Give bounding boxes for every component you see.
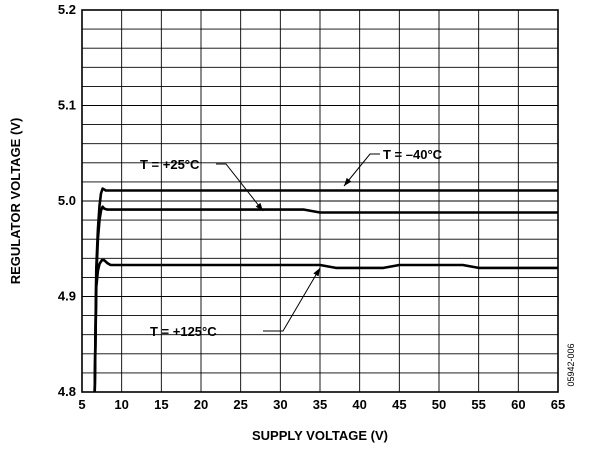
x-tick-label: 30	[273, 397, 287, 412]
x-tick-label: 50	[432, 397, 446, 412]
x-tick-label: 25	[233, 397, 247, 412]
y-tick-label: 4.9	[58, 289, 76, 304]
annotation-t-plus25c-arrowhead	[255, 202, 263, 211]
x-tick-label: 60	[511, 397, 525, 412]
annotation-t-minus40c-label: T = –40°C	[383, 147, 443, 162]
series-line-plus125c	[93, 258, 558, 393]
annotations: T = –40°C T = +25°C T = +125°C	[140, 147, 443, 339]
x-tick-label: 35	[313, 397, 327, 412]
x-tick-label: 55	[471, 397, 485, 412]
y-tick-label: 5.0	[58, 193, 76, 208]
y-tick-labels: 4.8 4.9 5.0 5.1 5.2	[58, 2, 76, 399]
y-tick-label: 5.2	[58, 2, 76, 17]
y-axis-title: REGULATOR VOLTAGE (V)	[8, 118, 23, 285]
annotation-t-plus125c-label: T = +125°C	[150, 324, 217, 339]
x-tick-label: 15	[154, 397, 168, 412]
x-tick-label: 65	[551, 397, 565, 412]
annotation-t-minus40c-arrowhead	[344, 177, 352, 186]
x-tick-labels: 5 10 15 20 25 30 35 40 45 50 55 60 65	[78, 397, 565, 412]
x-tick-label: 40	[352, 397, 366, 412]
annotation-t-plus125c-leader	[263, 267, 321, 332]
x-tick-label: 20	[194, 397, 208, 412]
annotation-t-minus40c-leader	[343, 153, 380, 187]
plot-frame	[81, 9, 559, 393]
grid-lines	[82, 10, 558, 392]
series-line-plus25c	[93, 205, 558, 393]
x-axis-title: SUPPLY VOLTAGE (V)	[252, 428, 388, 443]
y-tick-label: 5.1	[58, 98, 76, 113]
annotation-t-plus125c-arrowhead	[313, 268, 320, 277]
x-tick-label: 10	[114, 397, 128, 412]
x-tick-label: 45	[392, 397, 406, 412]
figure-id: 05942-006	[566, 343, 576, 386]
y-tick-label: 4.8	[58, 384, 76, 399]
series-lines	[93, 187, 558, 393]
annotation-t-plus25c-label: T = +25°C	[140, 157, 200, 172]
x-tick-label: 5	[78, 397, 85, 412]
annotation-t-plus25c-leader	[216, 163, 264, 212]
series-line-minus40c	[93, 187, 558, 393]
